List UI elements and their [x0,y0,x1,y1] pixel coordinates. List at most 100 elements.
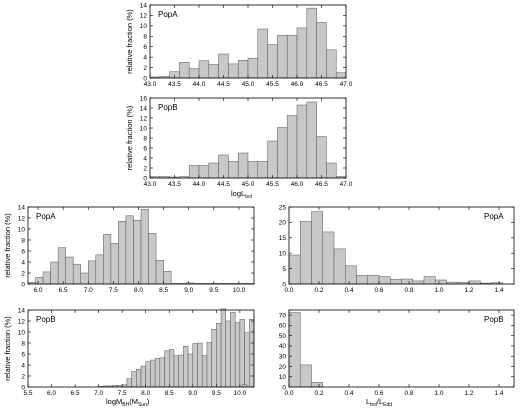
mass-popa-bar [80,272,89,285]
mass-popb-bar [201,355,208,388]
edd-popb-ytick-label: 70 [279,312,287,319]
lbol-popa-bar [257,28,268,79]
lbol-popb-xtick-label: 46.0 [291,181,304,188]
edd-popa-xtick-label: 0.2 [314,287,323,294]
mass-popa-xtick-label: 8.5 [159,287,168,294]
mass-popa-bar [125,215,134,285]
edd-xlabel-main1: L [366,397,370,406]
mass-popa-bar [140,208,149,285]
lbol-popb-xtick-label: 45.5 [266,181,279,188]
lbol-popb-xtick-label: 43.0 [144,181,157,188]
mass-popa-bar [57,247,66,285]
mass-popb-bar [173,355,179,388]
mass-popa-bar [133,219,142,285]
lbol-popa-ytick-label: 6 [143,44,147,51]
mass-popb-bar [145,361,151,388]
edd-popa-bar [412,280,425,285]
lbol-popb-xtick-label: 43.5 [168,181,181,188]
lbol-popb-xtick-label: 44.0 [193,181,206,188]
lbol-popb-ytick-label: 6 [143,145,147,152]
mass-popa-bar [50,261,59,285]
edd-xlabel: Lbol/LEdd [366,397,392,408]
lbol-popb-xtick-label: 46.5 [315,181,328,188]
mass-popa-ytick-label: 14 [18,204,26,211]
edd-popb-ytick-label: 60 [279,323,287,330]
lbol-popb-bar [267,140,278,179]
lbol-popb-ytick-label: 14 [140,105,148,112]
mass-popb-xtick-label: 10.0 [234,390,247,397]
mass-popb-xtick-label: 6.0 [47,390,56,397]
mass-popa-xtick-label: 9.0 [184,287,193,294]
lbol-popa-bar [316,21,327,79]
mass-popb-ytick-label: 6 [21,351,25,358]
mass-popb-bar [154,358,161,388]
edd-popb-xtick-label: 0.8 [404,390,413,397]
mass-popa-panel-label: PopA [36,212,56,221]
mass-xlabel-main: logM [106,397,122,406]
lbol-popb-bar [286,115,298,179]
lbol-popb-ytick-label: 12 [140,115,148,122]
edd-popa-ytick-label: 25 [279,204,287,211]
mass-popb-ytick-label: 10 [18,329,26,336]
lbol-popa-bar [198,60,210,79]
mass-popb-xtick-label: 7.5 [118,390,127,397]
lbol-popb-bar [296,104,308,179]
mass-popb-bar [178,354,184,388]
mass-popb-xtick-label: 9.0 [188,390,197,397]
lbol-popb-bar [198,165,210,179]
mass-popa-xtick-label: 8.0 [134,287,143,294]
edd-popa-bar [345,265,357,285]
edd-popa-bar [401,278,413,285]
lbol-xlabel-main: logL [231,189,245,198]
edd-popa-ytick-label: 10 [279,251,287,258]
edd-popa-bar [423,276,436,285]
mass-popb-xtick-label: 6.5 [71,390,80,397]
mass-popb-bar [211,329,217,388]
lbol-popb-ytick-label: 16 [140,95,148,102]
edd-popb-xtick-label: 1.0 [434,390,443,397]
edd-popa-bar [300,221,312,285]
mass-popa-bar [65,256,74,285]
panel-edd-popa: 0 5 10 15 20 25 0.0 0.2 0.4 0.6 0.8 1.0 1.2 1.4 PopA [279,204,515,294]
lbol-popa-ytick-label: 2 [143,65,147,72]
mass-popb-bar [197,342,203,388]
lbol-popa-bar [208,64,219,79]
lbol-popa-xtick-label: 46.0 [291,81,304,88]
mass-popa-ytick-label: 6 [21,248,25,255]
edd-popa-bar [356,275,368,285]
lbol-popa-bar [326,49,337,79]
lbol-popa-bar [267,44,278,79]
mass-popb-panel-label: PopB [36,315,56,324]
lbol-popa-bar [228,63,239,79]
lbol-popb-bar [257,161,268,179]
lbol-popb-bar [247,161,259,179]
mass-popa-xtick-label: 6.5 [59,287,68,294]
edd-popb-panel-label: PopB [484,315,504,324]
mass-popb-bar [159,357,165,388]
lbol-popa-bar [286,34,298,79]
lbol-popb-ytick-label: 4 [143,155,147,162]
lbol-popa-panel-label: PopA [158,10,178,19]
mass-popb-ytick-label: 2 [21,373,25,380]
mass-popb-bar [140,365,146,388]
lbol-popb-ylabel: relative fraction (%) [125,105,134,170]
edd-popa-bar [333,248,346,285]
lbol-popb-bar [306,101,317,179]
edd-popa-bar [322,231,335,285]
lbol-popa-bar [218,53,229,79]
lbol-popb-bar [237,152,249,179]
mass-popa-xtick-label: 10.0 [233,287,246,294]
edd-popa-bar [288,254,301,285]
mass-popa-bar [88,260,97,285]
edd-popa-ytick-label: 0 [282,281,286,288]
mass-popa-bar [163,271,172,285]
edd-popa-xtick-label: 0.0 [284,287,293,294]
lbol-popb-bar [326,162,337,179]
mass-popb-bar [136,369,142,388]
edd-popa-bar [390,279,402,285]
lbol-popa-ytick-label: 14 [140,2,148,9]
lbol-popb-ytick-label: 10 [140,125,148,132]
lbol-popb-bar [188,165,200,179]
mass-popb-bar [225,320,231,388]
mass-popa-xtick-label: 7.0 [84,287,93,294]
